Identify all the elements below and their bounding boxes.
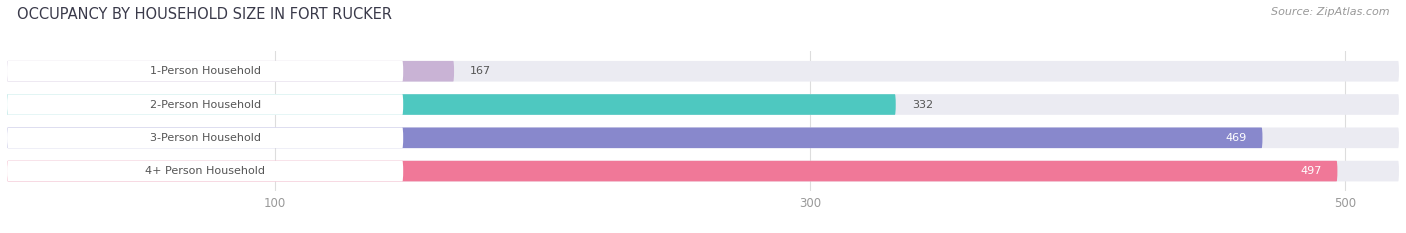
Text: 1-Person Household: 1-Person Household xyxy=(149,66,260,76)
Text: Source: ZipAtlas.com: Source: ZipAtlas.com xyxy=(1271,7,1389,17)
Text: 332: 332 xyxy=(912,99,934,110)
FancyBboxPatch shape xyxy=(7,161,1399,182)
FancyBboxPatch shape xyxy=(7,127,404,148)
FancyBboxPatch shape xyxy=(7,161,1337,182)
Text: 4+ Person Household: 4+ Person Household xyxy=(145,166,266,176)
Text: OCCUPANCY BY HOUSEHOLD SIZE IN FORT RUCKER: OCCUPANCY BY HOUSEHOLD SIZE IN FORT RUCK… xyxy=(17,7,392,22)
Text: 3-Person Household: 3-Person Household xyxy=(149,133,260,143)
FancyBboxPatch shape xyxy=(7,94,896,115)
FancyBboxPatch shape xyxy=(7,94,1399,115)
FancyBboxPatch shape xyxy=(7,61,454,82)
FancyBboxPatch shape xyxy=(7,94,404,115)
FancyBboxPatch shape xyxy=(7,127,1399,148)
Text: 469: 469 xyxy=(1225,133,1246,143)
FancyBboxPatch shape xyxy=(7,61,1399,82)
Text: 2-Person Household: 2-Person Household xyxy=(149,99,260,110)
FancyBboxPatch shape xyxy=(7,161,404,182)
Text: 167: 167 xyxy=(470,66,491,76)
Text: 497: 497 xyxy=(1301,166,1322,176)
FancyBboxPatch shape xyxy=(7,127,1263,148)
FancyBboxPatch shape xyxy=(7,61,404,82)
